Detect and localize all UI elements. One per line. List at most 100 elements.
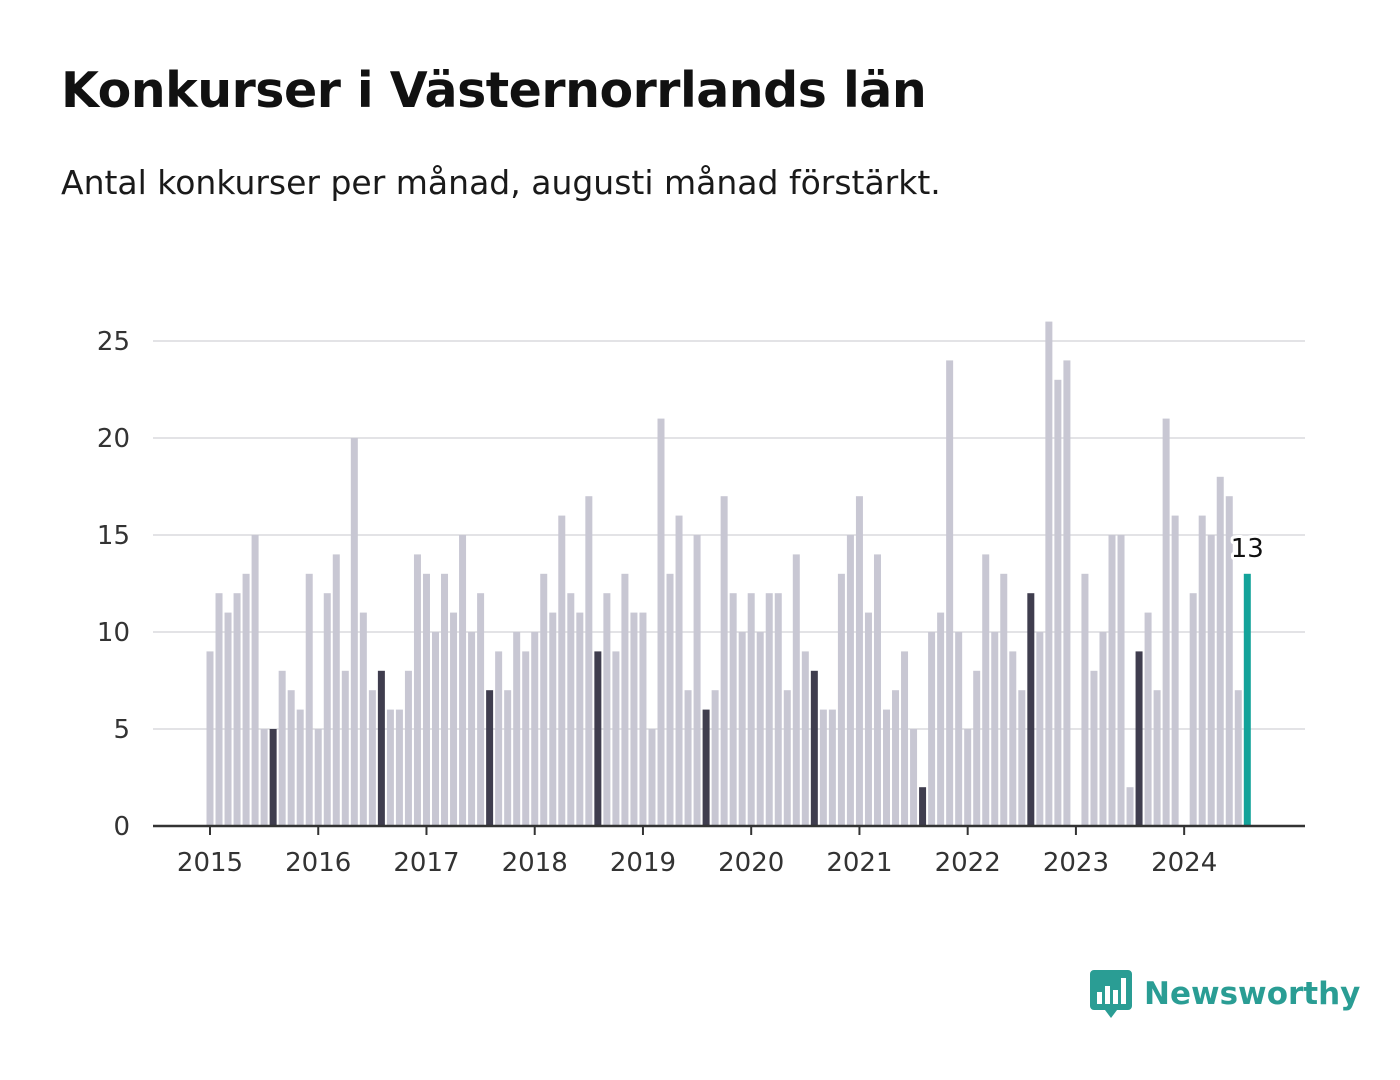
bar [1099,632,1107,826]
chart-subtitle: Antal konkurser per månad, augusti månad… [61,163,941,202]
bar [486,690,494,826]
bar [955,632,963,826]
bar [873,554,881,826]
bar [630,612,638,826]
bar [756,632,764,826]
bar [1153,690,1161,826]
bar [413,554,421,826]
bar [567,593,575,826]
bar [1198,515,1206,826]
x-tick-label: 2016 [285,848,351,878]
bar [495,651,503,826]
bar [224,612,232,826]
bar [1234,690,1242,826]
bar [864,612,872,826]
bar [350,438,358,826]
bar [973,670,981,826]
bar [549,612,557,826]
bar [468,632,476,826]
bar [783,690,791,826]
x-tick-label: 2019 [610,848,676,878]
bar [242,573,250,826]
bar [928,632,936,826]
bar [639,612,647,826]
newsworthy-logo: Newsworthy [1090,966,1360,1022]
x-tick-label: 2018 [502,848,568,878]
bar [540,573,548,826]
bar [612,651,620,826]
bar [287,690,295,826]
bar [323,593,331,826]
bar [404,670,412,826]
bar [422,573,430,826]
bar [386,709,394,826]
bar [1054,379,1062,826]
bar [1045,321,1053,826]
x-tick-label: 2017 [393,848,459,878]
bar [395,709,403,826]
bar [558,515,566,826]
bar [368,690,376,826]
bar [666,573,674,826]
bar [828,709,836,826]
brand-name: Newsworthy [1144,976,1361,1012]
bar [846,535,854,826]
bar [1018,690,1026,826]
bar [432,632,439,826]
bar [720,496,728,826]
y-tick-label: 15 [97,521,130,551]
bar [657,418,665,826]
y-tick-label: 0 [113,812,130,842]
bar [1081,573,1089,826]
bar [964,729,972,826]
bar [621,573,629,826]
bar [359,612,367,826]
bar [937,612,945,826]
bar [603,593,611,826]
bar [1000,573,1008,826]
bar [206,651,214,826]
bar [883,709,890,826]
bar [1108,535,1116,826]
bar [801,651,809,826]
bar [450,612,458,826]
bar [711,690,719,826]
bar [251,535,259,826]
bar [1216,476,1224,826]
x-tick-label: 2020 [718,848,784,878]
bar [1117,535,1125,826]
bar [513,632,521,826]
bar [991,632,999,826]
bar [314,729,322,826]
bar [531,632,539,826]
bar [747,593,755,826]
bar [1243,573,1251,826]
bar [1225,496,1233,826]
bar [837,573,845,826]
bar [855,496,863,826]
bar [269,729,277,826]
bar [1171,515,1179,826]
bar [278,670,286,826]
bar [729,593,737,826]
latest-value-label: 13 [1231,534,1264,564]
bar [1036,632,1044,826]
bar [810,670,818,826]
x-tick-label: 2021 [826,848,892,878]
bar [1090,670,1098,826]
bar [1009,651,1017,826]
bar [477,593,485,826]
x-tick-label: 2022 [935,848,1001,878]
x-tick-label: 2023 [1043,848,1109,878]
bar [901,651,909,826]
bar [702,709,710,826]
bar [1189,593,1197,826]
bar [1162,418,1170,826]
bar [305,573,313,826]
bar [260,729,268,826]
chart-title: Konkurser i Västernorrlands län [61,62,927,119]
bar [332,554,340,826]
bar [765,593,773,826]
bar [522,651,530,826]
